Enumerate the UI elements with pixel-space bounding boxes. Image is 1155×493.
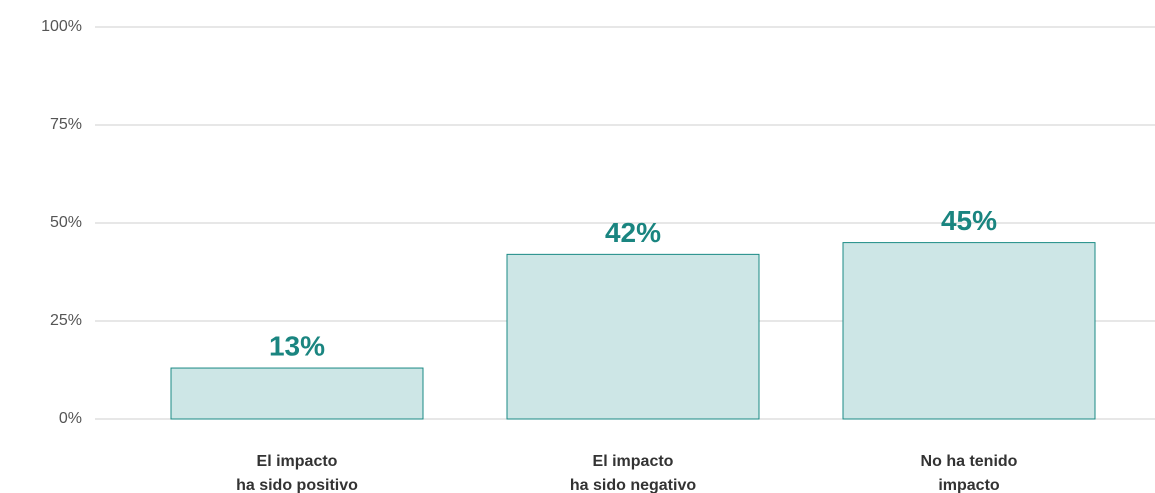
bar <box>842 242 1096 420</box>
x-tick-label: El impacto ha sido negativo <box>570 453 696 493</box>
value-label: 42% <box>605 217 661 248</box>
y-tick-label: 0% <box>59 410 82 427</box>
value-label: 45% <box>941 205 997 236</box>
value-label: 13% <box>269 330 325 361</box>
y-tick-label: 50% <box>50 214 82 231</box>
y-tick-label: 75% <box>50 116 82 133</box>
bar <box>506 253 760 420</box>
y-tick-label: 25% <box>50 312 82 329</box>
y-tick-label: 100% <box>41 18 82 35</box>
bar <box>170 367 424 420</box>
x-tick-label: No ha tenido impacto <box>921 453 1018 493</box>
x-tick-label: El impacto ha sido positivo <box>236 453 358 493</box>
